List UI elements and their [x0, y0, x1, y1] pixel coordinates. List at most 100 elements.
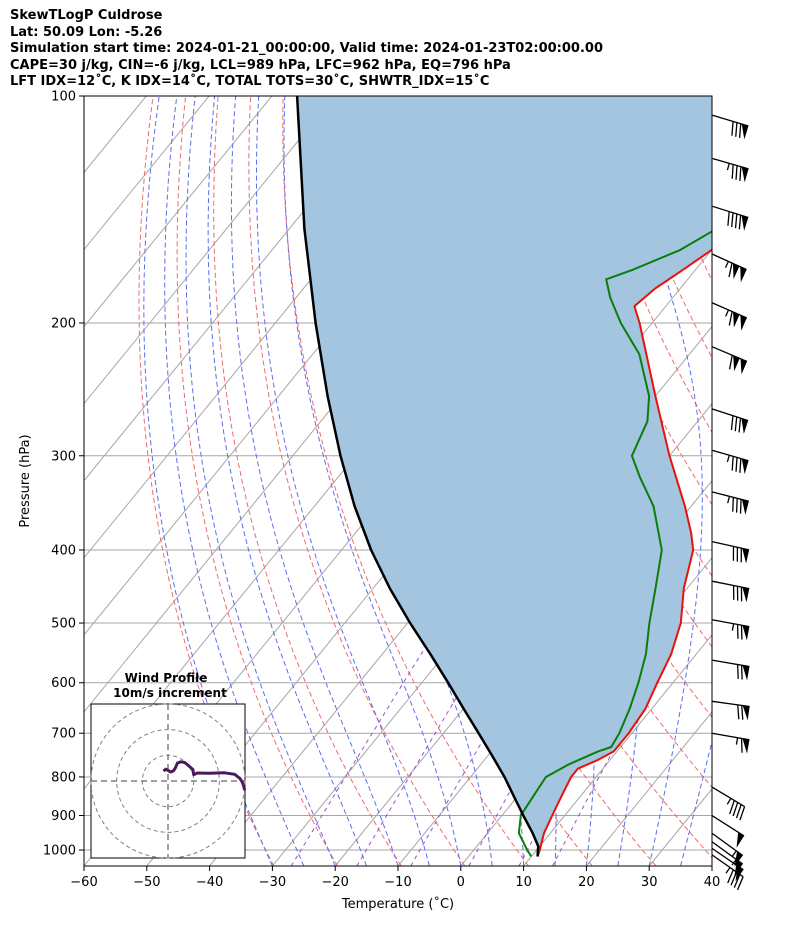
- hodograph-title: Wind Profile: [125, 671, 208, 685]
- isotherm-line: [84, 96, 273, 328]
- wind-barb-full: [736, 876, 744, 891]
- chart-title: SkewTLogP Culdrose: [10, 8, 163, 23]
- y-tick-label: 700: [51, 727, 76, 742]
- wind-barb-full: [739, 458, 742, 473]
- wind-barb-full: [739, 499, 742, 514]
- wind-barb-half: [725, 309, 730, 317]
- wind-barb: [711, 541, 750, 564]
- wind-barb-full: [737, 704, 740, 720]
- moist-adiabat: [711, 864, 712, 866]
- wind-barb-full: [734, 213, 738, 229]
- wind-barb: [711, 580, 750, 603]
- x-tick-label: −40: [196, 875, 223, 890]
- wind-barb: [711, 302, 748, 331]
- wind-barb-shaft: [711, 491, 749, 502]
- wind-barb: [711, 619, 750, 641]
- wind-barb: [711, 205, 749, 231]
- wind-barb-full: [728, 355, 733, 370]
- mixing-ratio-line: [552, 622, 682, 866]
- isotherm-line: [586, 711, 712, 866]
- wind-barb: [711, 253, 747, 283]
- wind-barb-flag: [742, 665, 750, 681]
- wind-barb-shaft: [711, 253, 747, 271]
- wind-barb-shaft: [711, 302, 748, 319]
- wind-barb: [711, 449, 749, 475]
- wind-barb-full: [735, 122, 738, 137]
- wind-barb-shaft: [711, 814, 745, 837]
- wind-barb-flag: [741, 123, 749, 140]
- wind-barb-full: [732, 802, 739, 817]
- wind-barb-full: [738, 215, 742, 230]
- x-tick-label: −50: [133, 875, 160, 890]
- wind-barb-full: [727, 869, 734, 884]
- moist-adiabat: [185, 96, 336, 866]
- wind-barb-flag: [733, 311, 740, 328]
- y-tick-label: 500: [51, 617, 76, 632]
- wind-barb-shaft: [711, 114, 749, 127]
- wind-barb-half: [724, 261, 729, 269]
- wind-barb-full: [727, 211, 730, 226]
- wind-barb: [711, 408, 749, 434]
- wind-barb: [711, 814, 745, 848]
- wind-barb-full: [738, 123, 742, 139]
- index-line: LFT IDX=12˚C, K IDX=14˚C, TOTAL TOTS=30˚…: [10, 74, 490, 89]
- wind-barb-full: [730, 415, 734, 431]
- wind-barb-flag: [742, 499, 749, 515]
- wind-barb-full: [731, 456, 734, 471]
- wind-barb-full: [736, 664, 739, 679]
- location-line: Lat: 50.09 Lon: -5.26: [10, 24, 163, 40]
- wind-barb-flag: [732, 263, 740, 280]
- x-tick-label: −30: [259, 875, 286, 890]
- isotherm-line: [523, 634, 712, 866]
- y-tick-label: 300: [51, 449, 76, 464]
- y-tick-label: 800: [51, 770, 76, 785]
- wind-barb-shaft: [711, 580, 750, 590]
- cape-area: [297, 96, 712, 857]
- axes: −60 −50 −40 −30 −20 −10 0 10 20 30 40 1000 900 800 700…: [43, 90, 720, 891]
- x-tick-label: 10: [515, 875, 532, 890]
- dry-adiabat: [771, 96, 794, 866]
- wind-barb-flag: [736, 832, 745, 848]
- wind-barb-full: [738, 418, 742, 433]
- wind-barb-full: [740, 738, 743, 753]
- wind-barb-flag: [733, 355, 740, 372]
- x-tick-label: −20: [321, 875, 348, 890]
- wind-barb-flag: [740, 266, 747, 283]
- x-axis-label: Temperature (˚C): [341, 896, 454, 912]
- wind-barb-flag: [742, 548, 750, 564]
- wind-barb-flag: [740, 315, 747, 331]
- wind-barb-shaft: [711, 832, 744, 857]
- chart-header: SkewTLogP Culdrose Lat: 50.09 Lon: -5.26…: [10, 8, 603, 91]
- y-tick-label: 600: [51, 676, 76, 691]
- wind-barb-half: [725, 867, 731, 874]
- moist-adiabat: [611, 96, 703, 866]
- wind-barb-full: [739, 166, 742, 181]
- dewpoint-line: [517, 230, 712, 858]
- wind-barb-flag: [734, 851, 743, 867]
- parcel-line: [295, 96, 540, 857]
- wind-barb-flag: [742, 705, 750, 721]
- wind-barbs: [711, 114, 750, 891]
- wind-barb: [711, 700, 750, 721]
- wind-barb-half: [731, 850, 737, 857]
- wind-barb-half: [727, 496, 731, 504]
- hodograph-subtitle: 10m/s increment: [113, 686, 227, 700]
- x-tick-label: −60: [70, 875, 97, 890]
- wind-barb-flag: [741, 215, 749, 231]
- wind-barb-flag: [742, 738, 750, 754]
- time-line: Simulation start time: 2024-01-21_00:00:…: [10, 41, 603, 56]
- wind-barb-full: [732, 497, 734, 512]
- moist-adiabat: [256, 96, 430, 866]
- wind-barb-full: [741, 705, 744, 720]
- temperature-line: [536, 247, 712, 857]
- wind-barb-full: [731, 121, 734, 136]
- wind-barb-full: [728, 311, 733, 326]
- wind-barb-full: [730, 871, 738, 886]
- isotherm-line: [0, 96, 84, 866]
- wind-barb-flag: [741, 418, 749, 434]
- wind-barb-flag: [742, 625, 750, 641]
- wind-barb-full: [740, 665, 743, 680]
- wind-barb-half: [735, 737, 739, 745]
- wind-barb: [711, 491, 749, 515]
- isotherm-line: [84, 96, 336, 405]
